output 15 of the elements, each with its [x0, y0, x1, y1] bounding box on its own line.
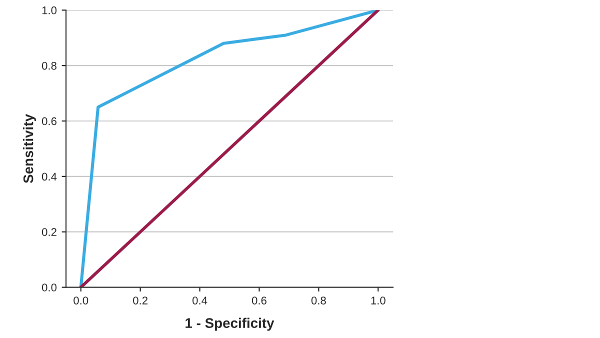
y-axis-title: Sensitivity	[23, 114, 36, 184]
y-tick-label: 0.6	[42, 117, 56, 126]
y-tick-label: 0.4	[42, 172, 57, 181]
y-tick-label: 1.0	[42, 6, 57, 14]
y-tick-label: 0.2	[42, 228, 56, 236]
x-tick-label: 0.4	[192, 296, 208, 304]
x-axis-title: 1 - Specificity	[186, 318, 274, 331]
x-tick-label: 1.0	[371, 296, 386, 304]
x-tick-label: 0.8	[311, 296, 326, 304]
y-tick-label: 0.0	[42, 284, 57, 292]
x-tick-label: 0.2	[133, 296, 148, 304]
line-series	[79, 10, 380, 288]
y-tick-label: 0.8	[42, 62, 56, 70]
x-tick-label: 0.6	[252, 296, 266, 304]
x-tick-label: 0.0	[74, 296, 88, 304]
